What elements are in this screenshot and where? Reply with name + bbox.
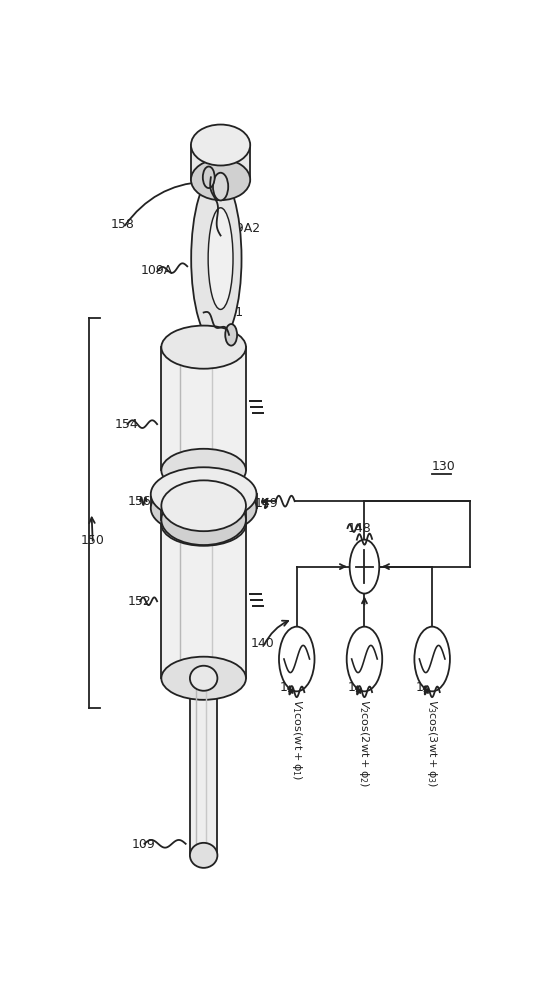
Ellipse shape — [208, 208, 233, 309]
Ellipse shape — [190, 666, 217, 691]
Text: 109A1: 109A1 — [204, 306, 244, 319]
Text: 130: 130 — [432, 460, 456, 473]
Ellipse shape — [190, 843, 217, 868]
Ellipse shape — [162, 657, 246, 700]
Ellipse shape — [191, 125, 250, 166]
Circle shape — [225, 324, 237, 346]
Ellipse shape — [162, 494, 246, 545]
Ellipse shape — [162, 326, 246, 369]
Circle shape — [349, 540, 379, 594]
Ellipse shape — [191, 159, 250, 200]
Text: 158: 158 — [110, 218, 134, 231]
Ellipse shape — [162, 449, 246, 492]
Circle shape — [347, 627, 382, 691]
Text: 150: 150 — [81, 534, 105, 546]
Text: $V_3\mathregular{cos(3wt + \phi_3)}$: $V_3\mathregular{cos(3wt + \phi_3)}$ — [425, 699, 439, 787]
Ellipse shape — [151, 467, 257, 521]
Ellipse shape — [151, 481, 257, 535]
Polygon shape — [191, 145, 250, 180]
Polygon shape — [162, 506, 246, 520]
Text: 109: 109 — [132, 838, 156, 851]
Text: 142: 142 — [280, 681, 304, 694]
Polygon shape — [151, 494, 257, 508]
Text: 144: 144 — [348, 681, 371, 694]
Circle shape — [213, 173, 228, 200]
Text: 152: 152 — [128, 595, 151, 608]
Polygon shape — [190, 678, 217, 855]
Circle shape — [414, 627, 450, 691]
Circle shape — [279, 627, 314, 691]
Text: 109A2: 109A2 — [221, 222, 260, 235]
Circle shape — [203, 167, 215, 188]
Polygon shape — [162, 347, 246, 470]
Ellipse shape — [162, 503, 246, 546]
Text: 140: 140 — [250, 637, 274, 650]
Text: 156: 156 — [128, 495, 151, 508]
Text: 149: 149 — [254, 497, 278, 510]
Text: 154: 154 — [115, 418, 139, 431]
Text: 109A: 109A — [140, 264, 173, 277]
Text: 146: 146 — [415, 681, 439, 694]
Ellipse shape — [191, 174, 241, 343]
Text: $V_1\mathregular{cos(wt + \phi_1)}$: $V_1\mathregular{cos(wt + \phi_1)}$ — [290, 699, 304, 780]
Text: $V_2\mathregular{cos(2wt + \phi_2)}$: $V_2\mathregular{cos(2wt + \phi_2)}$ — [358, 699, 371, 787]
Text: 148: 148 — [348, 522, 371, 535]
Polygon shape — [162, 524, 246, 678]
Ellipse shape — [162, 480, 246, 531]
